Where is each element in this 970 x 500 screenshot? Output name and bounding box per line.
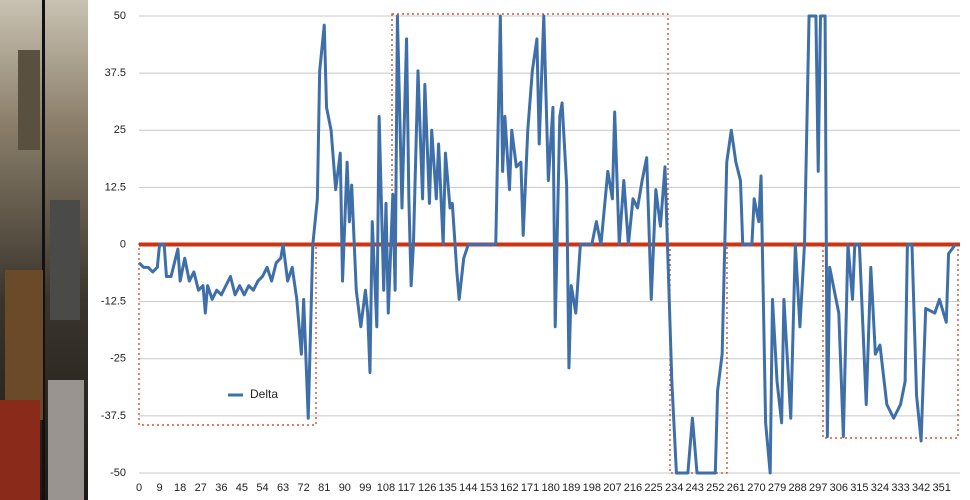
x-tick-label: 288: [788, 482, 806, 494]
x-tick-label: 351: [933, 482, 951, 494]
x-tick-label: 45: [236, 482, 248, 494]
legend-label: Delta: [250, 387, 278, 401]
y-tick-label: 50: [114, 10, 126, 22]
x-tick-label: 333: [891, 482, 909, 494]
x-tick-label: 324: [871, 482, 889, 494]
x-tick-label: 252: [706, 482, 724, 494]
x-tick-label: 270: [747, 482, 765, 494]
x-tick-label: 153: [480, 482, 498, 494]
x-tick-label: 135: [439, 482, 457, 494]
x-tick-label: 72: [298, 482, 310, 494]
x-tick-label: 261: [727, 482, 745, 494]
y-tick-label: -12.5: [101, 296, 126, 308]
x-tick-label: 18: [174, 482, 186, 494]
x-tick-label: 198: [583, 482, 601, 494]
x-tick-label: 243: [686, 482, 704, 494]
x-tick-label: 279: [768, 482, 786, 494]
x-tick-label: 144: [459, 482, 477, 494]
x-tick-label: 9: [157, 482, 163, 494]
x-tick-label: 0: [136, 482, 142, 494]
layer: [137, 14, 960, 475]
highlight-boxes: [138, 13, 959, 474]
y-tick-label: 25: [114, 124, 126, 136]
x-tick-label: 99: [359, 482, 371, 494]
data-line: [137, 14, 957, 475]
x-tick-label: 27: [195, 482, 207, 494]
x-tick-label: 189: [562, 482, 580, 494]
y-tick-label: -50: [110, 467, 126, 479]
y-tick-label: 37.5: [105, 67, 126, 79]
x-tick-label: 180: [541, 482, 559, 494]
x-tick-label: 306: [830, 482, 848, 494]
x-tick-label: 234: [665, 482, 683, 494]
x-tick-label: 342: [912, 482, 930, 494]
x-tick-label: 216: [624, 482, 642, 494]
x-tick-label: 207: [603, 482, 621, 494]
y-tick-label: -37.5: [101, 410, 126, 422]
y-tick-label: 12.5: [105, 181, 126, 193]
x-tick-label: 126: [418, 482, 436, 494]
x-tick-label: 54: [256, 482, 268, 494]
x-tick-label: 63: [277, 482, 289, 494]
x-tick-label: 81: [318, 482, 330, 494]
x-tick-label: 90: [339, 482, 351, 494]
x-tick-label: 225: [644, 482, 662, 494]
x-tick-label: 36: [215, 482, 227, 494]
x-tick-label: 297: [809, 482, 827, 494]
x-tick-label: 117: [398, 482, 416, 494]
x-tick-label: 315: [850, 482, 868, 494]
x-tick-label: 108: [377, 482, 395, 494]
legend: Delta: [228, 387, 278, 401]
x-tick-label: 171: [521, 482, 539, 494]
city-photo: [0, 0, 88, 500]
y-tick-label: -25: [110, 353, 126, 365]
x-tick-label: 162: [500, 482, 518, 494]
y-tick-label: 0: [120, 238, 126, 250]
